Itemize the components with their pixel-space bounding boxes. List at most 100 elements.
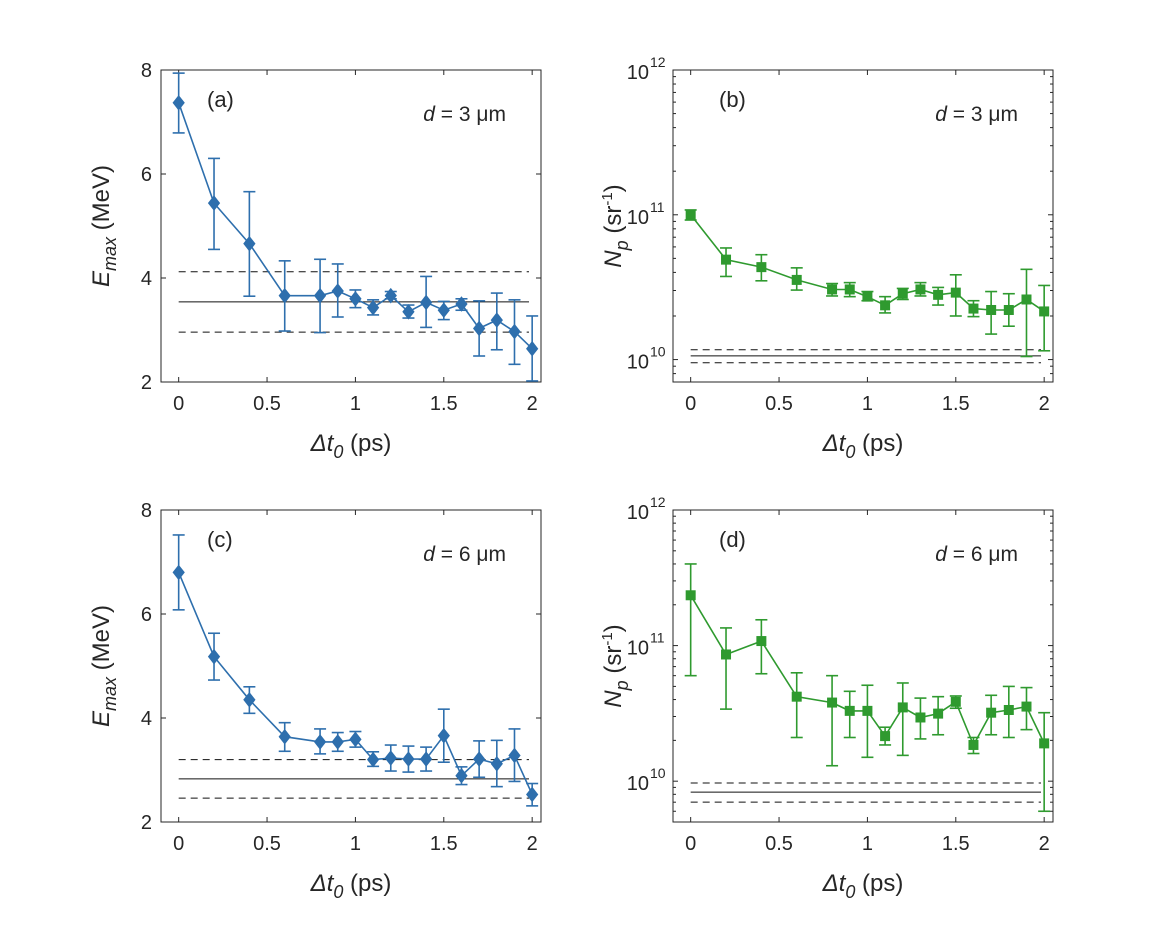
data-point — [1021, 294, 1032, 305]
y-axis-subscript: p — [612, 680, 632, 691]
data-point — [384, 750, 397, 766]
data-point — [402, 751, 415, 767]
data-point — [862, 705, 873, 716]
data-point — [508, 323, 521, 340]
y-tick-label: 8 — [141, 500, 152, 522]
x-tick-label: 1.5 — [942, 833, 970, 855]
x-axis-label: Δt0 (ps) — [310, 870, 392, 902]
data-point — [915, 712, 926, 723]
data-point — [721, 254, 732, 265]
y-tick-label-exponent: 11 — [650, 199, 665, 215]
data-point — [1039, 306, 1050, 317]
y-axis-symbol: E — [88, 710, 115, 727]
data-point — [791, 274, 802, 285]
data-point — [933, 708, 944, 719]
data-point — [419, 294, 433, 311]
y-tick-label: 10 — [627, 207, 649, 229]
data-point — [313, 734, 327, 750]
y-tick-label-exponent: 12 — [650, 54, 666, 70]
x-axis-subscript: 0 — [333, 882, 343, 902]
data-point — [844, 284, 855, 295]
data-point — [915, 284, 926, 295]
y-axis-subscript: max — [100, 236, 120, 271]
data-point — [437, 302, 450, 319]
x-tick-label: 1 — [350, 833, 361, 855]
y-axis-unit: (sr — [600, 646, 627, 681]
panel-label: (a) — [207, 87, 234, 112]
data-point — [402, 303, 415, 320]
data-point — [278, 287, 291, 304]
thickness-annotation: d = 3 μm — [423, 103, 506, 126]
data-point — [366, 299, 380, 316]
data-point — [880, 300, 891, 311]
data-point — [880, 731, 891, 742]
y-tick-label: 2 — [141, 812, 152, 834]
x-tick-label: 0 — [173, 833, 184, 855]
annotation-variable: d — [935, 103, 948, 126]
thickness-annotation: d = 3 μm — [935, 103, 1018, 126]
x-tick-label: 0.5 — [253, 833, 281, 855]
y-axis-unit-exponent: -1 — [599, 632, 616, 645]
x-axis-symbol: Δt — [310, 430, 335, 457]
x-tick-label: 1.5 — [430, 833, 458, 855]
data-point — [756, 636, 767, 647]
data-point — [1021, 701, 1032, 712]
data-point — [827, 697, 838, 708]
y-tick-label-exponent: 12 — [650, 494, 666, 510]
annotation-value: = 3 μm — [435, 103, 506, 126]
y-tick-label: 6 — [141, 604, 152, 626]
data-point — [331, 734, 344, 750]
data-point — [207, 195, 221, 211]
x-axis-label: Δt0 (ps) — [822, 430, 904, 462]
y-tick-label: 4 — [141, 708, 152, 730]
y-tick-label-exponent: 10 — [650, 765, 666, 781]
data-point — [721, 649, 732, 660]
data-point — [1003, 704, 1014, 715]
y-tick-label: 10 — [627, 773, 649, 795]
data-point — [243, 691, 256, 708]
data-point — [526, 786, 539, 803]
axes-box — [672, 509, 1054, 823]
data-point — [278, 728, 291, 745]
data-point — [207, 648, 221, 665]
data-point — [933, 289, 944, 300]
annotation-variable: d — [935, 543, 948, 566]
panel-label: (d) — [719, 527, 746, 552]
data-point — [172, 94, 185, 111]
data-point — [473, 320, 486, 337]
x-tick-label: 1.5 — [942, 393, 970, 415]
data-point — [437, 727, 450, 744]
data-point — [243, 235, 256, 252]
x-axis-subscript: 0 — [845, 442, 855, 462]
x-tick-label: 1 — [350, 393, 361, 415]
x-tick-label: 0 — [685, 393, 696, 415]
x-tick-label: 1 — [862, 393, 873, 415]
y-axis-unit-close: ) — [600, 184, 627, 192]
y-axis-symbol: N — [600, 250, 627, 268]
y-tick-label-exponent: 11 — [650, 630, 665, 646]
x-axis-unit: (ps) — [855, 430, 903, 457]
x-axis-subscript: 0 — [333, 442, 343, 462]
y-axis-subscript: max — [100, 676, 120, 711]
x-axis-unit: (ps) — [855, 870, 903, 897]
y-axis-label: Np (sr-1) — [599, 184, 632, 267]
y-axis-symbol: N — [600, 690, 627, 708]
x-axis-unit: (ps) — [343, 870, 391, 897]
data-point — [331, 283, 344, 299]
data-point — [473, 751, 486, 767]
data-point — [968, 303, 979, 314]
annotation-value: = 6 μm — [947, 543, 1018, 566]
data-point — [172, 564, 185, 581]
y-axis-unit-close: ) — [600, 624, 627, 632]
x-axis-symbol: Δt — [310, 870, 335, 897]
x-tick-label: 2 — [527, 833, 538, 855]
y-axis-label: Np (sr-1) — [599, 624, 632, 707]
y-axis-label: Emax (MeV) — [88, 605, 120, 727]
data-point — [313, 287, 327, 304]
data-point — [827, 284, 838, 295]
x-axis-symbol: Δt — [822, 430, 847, 457]
x-tick-label: 0.5 — [765, 393, 793, 415]
data-point — [384, 287, 397, 304]
